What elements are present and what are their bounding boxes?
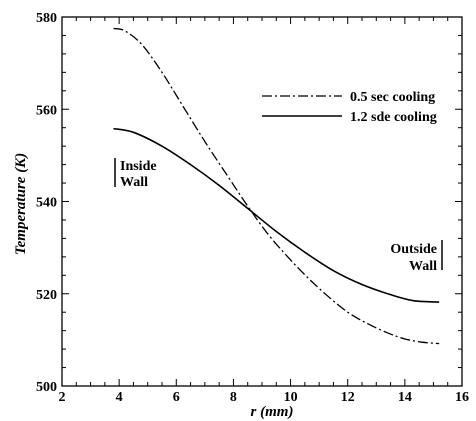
y-tick-label: 560 [36, 103, 57, 118]
x-tick-label: 14 [398, 390, 412, 405]
legend-label-1: 1.2 sde cooling [350, 110, 437, 125]
x-axis-title: r (mm) [251, 404, 294, 420]
y-tick-label: 540 [36, 196, 57, 211]
y-tick-label: 500 [36, 380, 57, 395]
series-layer [113, 27, 440, 345]
inside-wall-annotation: Inside Wall [114, 158, 157, 190]
outside-wall-annotation: Outside Wall [390, 240, 443, 274]
x-tick-label: 10 [284, 390, 298, 405]
y-tick-label: 520 [36, 288, 57, 303]
y-tick-label: 580 [36, 11, 57, 26]
axes: 2 4 6 8 10 12 14 16 500 520 540 560 580 [36, 11, 469, 405]
series-line-0 [113, 27, 440, 345]
x-tick-label: 12 [341, 390, 355, 405]
y-axis-title: Temperature (K) [13, 153, 29, 255]
outside-wall-label-line2: Wall [409, 259, 437, 274]
outside-wall-label-line1: Outside [390, 242, 437, 257]
series-line-1 [113, 127, 440, 303]
legend: 0.5 sec cooling 1.2 sde cooling [262, 90, 437, 125]
plot-frame [61, 16, 463, 387]
x-tick-label: 8 [230, 390, 237, 405]
x-tick-label: 16 [455, 390, 469, 405]
legend-label-0: 0.5 sec cooling [350, 90, 435, 105]
inside-wall-label-line1: Inside [120, 159, 157, 174]
inside-wall-label-line2: Wall [120, 175, 148, 190]
x-tick-label: 2 [59, 390, 66, 405]
x-tick-label: 4 [116, 390, 123, 405]
x-tick-label: 6 [173, 390, 180, 405]
